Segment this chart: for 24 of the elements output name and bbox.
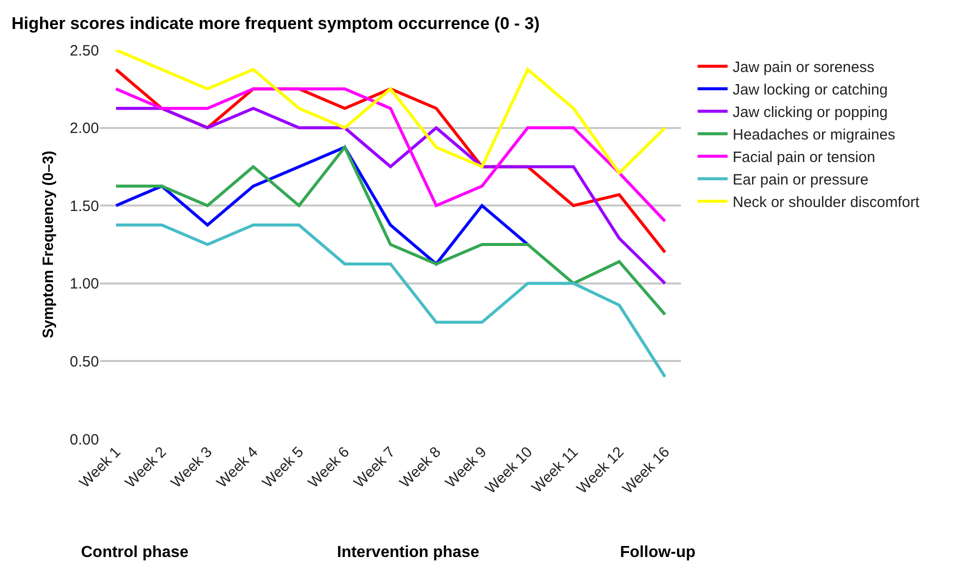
line-series	[114, 106, 666, 285]
y-axis-title: Symptom Frequency (0–3)	[40, 150, 58, 338]
text: Intervention phase	[337, 544, 480, 561]
legend-label: Jaw clicking or popping	[732, 104, 888, 122]
text: Follow-up	[620, 544, 696, 561]
y-tick-label: 0.00	[70, 431, 99, 448]
y-tick-label: 0.50	[70, 353, 99, 370]
line-series	[114, 224, 666, 378]
legend-label: Jaw locking or catching	[732, 82, 888, 99]
y-tick-label: 2.00	[70, 120, 99, 138]
text: Control phase	[81, 544, 189, 561]
legend-label: Facial pain or tension	[732, 149, 876, 166]
line-series	[114, 146, 666, 316]
y-tick-label: 1.00	[70, 276, 99, 293]
y-tick-label: 1.50	[70, 198, 99, 215]
chart-title: Higher scores indicate more frequent symptom occurrence (0 - 3)	[12, 14, 540, 33]
y-tick-label: 2.50	[70, 42, 99, 60]
line-series	[114, 87, 666, 223]
legend-label: Neck or shoulder discomfort	[732, 194, 920, 212]
legend-label: Ear pain or pressure	[732, 172, 869, 189]
legend-label: Headaches or migraines	[732, 126, 896, 144]
legend-label: Jaw pain or soreness	[732, 59, 874, 76]
line-series	[114, 50, 666, 174]
line-series	[114, 146, 530, 266]
